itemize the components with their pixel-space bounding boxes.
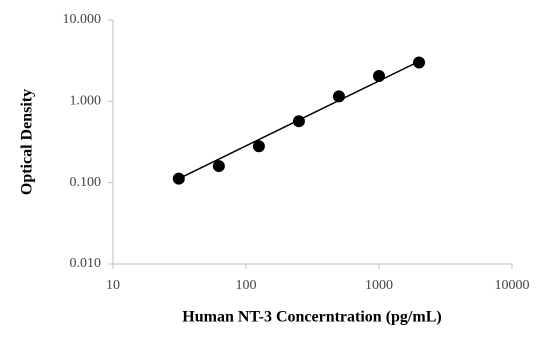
point bbox=[252, 140, 265, 153]
point bbox=[292, 115, 305, 128]
x-tick-label: 100 bbox=[236, 278, 257, 293]
y-tick-label: 10.000 bbox=[63, 12, 102, 27]
x-tick-label: 10 bbox=[106, 278, 120, 293]
y-tick-label: 0.010 bbox=[70, 256, 102, 271]
point bbox=[172, 172, 185, 185]
y-tick-label: 1.000 bbox=[70, 94, 102, 109]
y-axis-label: Optical Density bbox=[19, 89, 36, 195]
point bbox=[413, 56, 426, 69]
point bbox=[332, 90, 345, 103]
y-tick-label: 0.100 bbox=[70, 175, 102, 190]
point bbox=[373, 69, 385, 82]
x-tick-label: 10000 bbox=[495, 278, 530, 293]
point bbox=[212, 160, 225, 173]
x-axis-label: Human NT-3 Concerntration (pg/mL) bbox=[182, 309, 441, 326]
x-tick-label: 1000 bbox=[365, 278, 393, 293]
